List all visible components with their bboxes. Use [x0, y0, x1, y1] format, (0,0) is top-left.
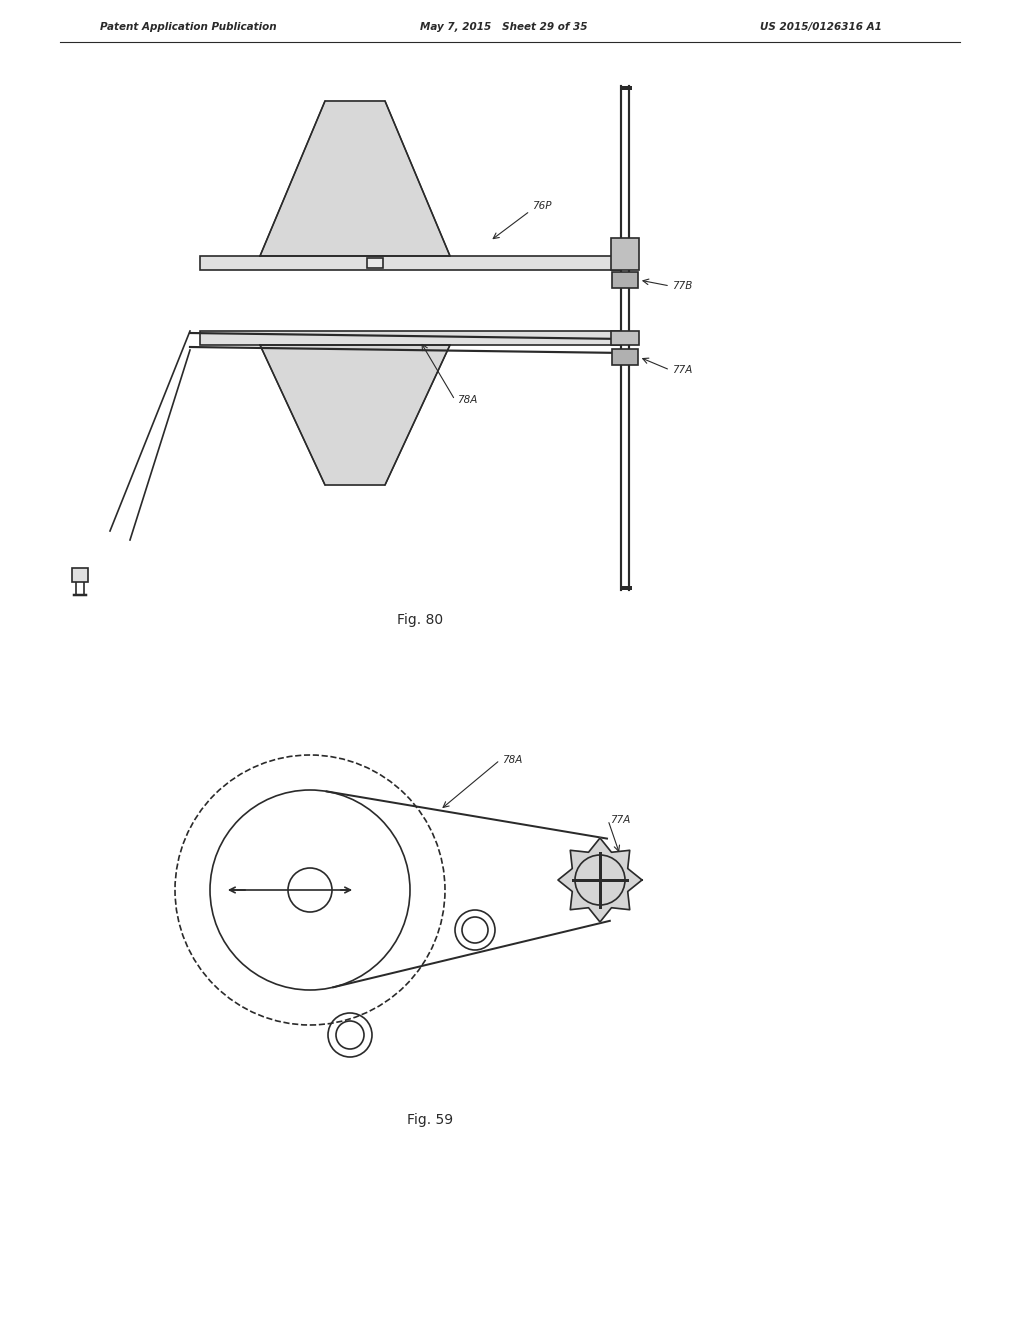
Text: 77B: 77B [672, 281, 692, 290]
Text: US 2015/0126316 A1: US 2015/0126316 A1 [759, 22, 881, 32]
Bar [611, 272, 637, 288]
Text: 76P: 76P [532, 201, 551, 211]
Polygon shape [557, 838, 641, 921]
Text: Fig. 80: Fig. 80 [396, 612, 442, 627]
Text: Fig. 59: Fig. 59 [407, 1113, 452, 1127]
Text: 77A: 77A [609, 814, 630, 825]
Polygon shape [260, 102, 449, 256]
Polygon shape [260, 345, 449, 484]
Bar [610, 331, 638, 345]
Bar [367, 257, 382, 268]
Bar [610, 238, 638, 271]
Text: May 7, 2015   Sheet 29 of 35: May 7, 2015 Sheet 29 of 35 [420, 22, 587, 32]
Bar [620, 86, 632, 90]
Text: 78A: 78A [457, 395, 477, 405]
Bar [620, 586, 632, 590]
Text: 77A: 77A [672, 366, 692, 375]
Bar [72, 568, 88, 582]
Text: 78A: 78A [501, 755, 522, 766]
Bar [200, 331, 620, 345]
Text: Patent Application Publication: Patent Application Publication [100, 22, 276, 32]
Bar [611, 348, 637, 366]
Bar [200, 256, 620, 271]
